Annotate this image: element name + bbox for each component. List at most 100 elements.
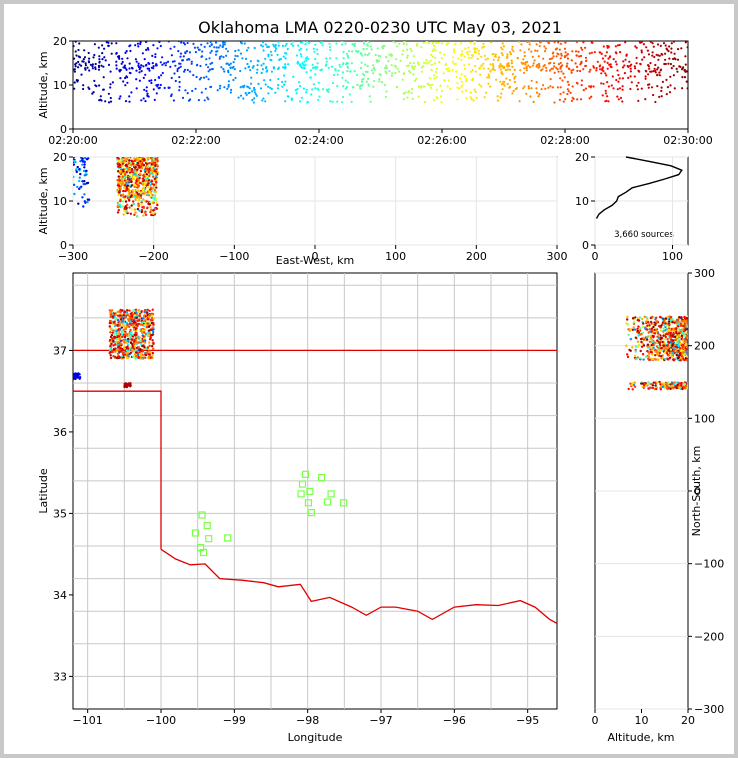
ts-source-point — [492, 52, 495, 56]
ew-source-point — [130, 169, 133, 172]
ts-source-point — [653, 55, 656, 59]
ts-source-point — [194, 87, 197, 90]
chart-title: Oklahoma LMA 0220-0230 UTC May 03, 2021 — [198, 18, 562, 37]
ts-source-point — [440, 57, 443, 60]
ns-source-point — [682, 353, 685, 356]
ts-source-point — [74, 50, 77, 53]
ns-source-point — [671, 334, 674, 338]
ts-source-point — [599, 68, 602, 71]
ts-source-point — [260, 71, 263, 75]
hist-tick-label-y: 10 — [575, 195, 589, 208]
ns-source-point — [644, 327, 647, 330]
ts-source-point — [434, 49, 437, 52]
ns-source-point — [673, 386, 676, 389]
ts-source-point — [254, 93, 257, 96]
ts-source-point — [569, 91, 572, 94]
ts-source-point — [639, 41, 642, 44]
ts-source-point — [305, 59, 308, 62]
ts-source-point — [541, 68, 544, 71]
ts-source-point — [487, 73, 490, 76]
map-source-point — [121, 320, 125, 323]
ts-source-point — [184, 89, 187, 92]
ts-source-point — [588, 70, 591, 73]
ts-source-point — [549, 61, 552, 64]
map-source-point — [109, 354, 112, 357]
ts-source-point — [140, 70, 143, 73]
lma-station-marker — [304, 499, 312, 507]
ts-source-point — [562, 100, 565, 103]
ts-source-point — [303, 66, 306, 70]
ts-source-point — [251, 66, 254, 69]
ts-source-point — [339, 65, 342, 68]
ts-source-point — [233, 58, 236, 61]
ts-source-point — [523, 85, 526, 88]
ts-source-point — [461, 53, 464, 56]
ts-source-point — [232, 78, 235, 82]
ts-source-point — [363, 42, 366, 45]
map-source-point — [118, 342, 122, 346]
ts-source-point — [615, 63, 618, 66]
map-source-point — [124, 382, 128, 385]
ts-source-point — [140, 64, 143, 67]
map-source-point — [113, 324, 117, 328]
ns-source-point — [650, 383, 653, 386]
ts-source-point — [276, 53, 279, 56]
ts-source-point — [213, 46, 216, 49]
map-source-point — [142, 315, 146, 318]
ts-source-point — [647, 86, 650, 89]
ts-source-point — [425, 41, 428, 43]
ts-source-point — [642, 43, 646, 46]
ts-source-point — [119, 77, 122, 80]
ts-source-point — [285, 52, 288, 55]
map-source-point — [146, 318, 150, 321]
ns-source-point — [650, 327, 654, 330]
ew-source-point — [86, 181, 90, 185]
ts-source-point — [327, 88, 330, 91]
ew-source-point — [83, 163, 86, 166]
ts-source-point — [654, 63, 657, 67]
ts-source-point — [405, 43, 408, 46]
ns-source-point — [642, 336, 645, 339]
ts-source-point — [488, 76, 491, 79]
ns-source-point — [665, 382, 668, 385]
ns-source-point — [631, 328, 634, 331]
ts-source-point — [155, 92, 158, 95]
ts-source-point — [200, 91, 203, 94]
ew-source-point — [134, 158, 137, 161]
ts-source-point — [78, 56, 82, 59]
ts-source-point — [299, 84, 302, 88]
ns-source-point — [666, 346, 669, 349]
ts-source-point — [415, 77, 418, 80]
ts-source-point — [312, 83, 315, 86]
ns-source-point — [683, 386, 686, 389]
ts-source-point — [496, 99, 500, 102]
ts-source-point — [664, 52, 667, 55]
ns-source-point — [662, 323, 666, 327]
ts-source-point — [579, 69, 582, 73]
ew-source-point — [128, 199, 131, 202]
ts-source-point — [412, 55, 415, 58]
ts-source-point — [670, 67, 673, 70]
ts-source-point — [121, 57, 124, 60]
ts-source-point — [472, 99, 475, 102]
ts-source-point — [511, 73, 514, 76]
ew-source-point — [121, 200, 125, 203]
ts-source-point — [544, 87, 547, 90]
ts-source-point — [124, 67, 127, 70]
ns-source-point — [677, 386, 681, 389]
ts-source-point — [513, 77, 516, 80]
ts-source-point — [560, 52, 563, 56]
map-source-point — [137, 341, 141, 344]
ts-source-point — [115, 67, 118, 70]
ts-source-point — [300, 55, 303, 58]
ts-source-point — [129, 72, 132, 75]
ns-source-point — [646, 338, 649, 341]
ts-source-point — [553, 101, 556, 104]
ts-source-point — [682, 66, 685, 69]
ts-source-point — [669, 75, 672, 78]
ts-source-point — [570, 71, 573, 74]
ew-source-point — [132, 202, 135, 206]
ew-source-point — [136, 175, 140, 178]
ts-source-point — [502, 80, 505, 83]
map-source-point — [124, 351, 128, 354]
